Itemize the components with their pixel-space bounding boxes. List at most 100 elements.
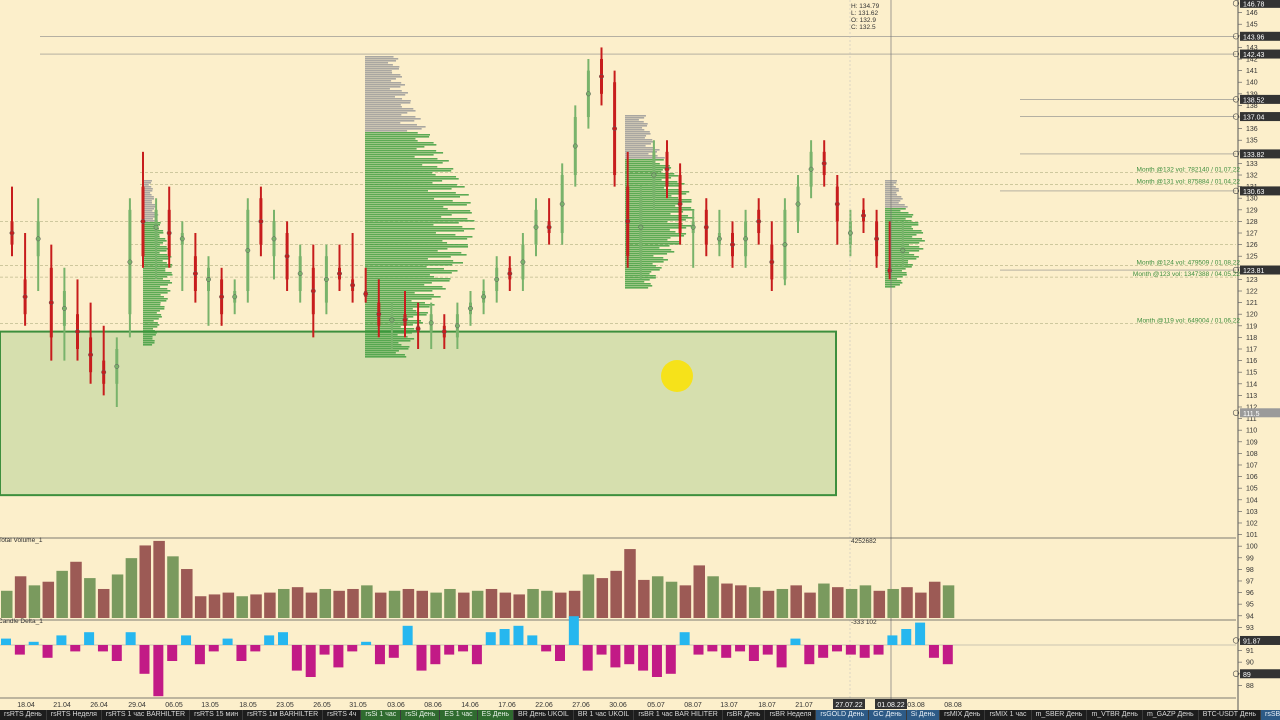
- symbol-tab[interactable]: rsSi 1 час: [361, 710, 402, 720]
- candle-marker: [22, 294, 28, 300]
- symbol-tab[interactable]: ES День: [477, 710, 515, 720]
- delta-bar: [928, 645, 939, 658]
- symbol-tab[interactable]: rsRTS 15 мин: [190, 710, 244, 720]
- candle: [730, 221, 735, 268]
- symbol-tab[interactable]: rsMIX 1 час: [985, 710, 1032, 720]
- volume-profile-row: [365, 198, 435, 200]
- price-tick-label: 117: [1246, 347, 1257, 354]
- symbol-tab[interactable]: rsBR 1 час BAR HILITER: [634, 710, 723, 720]
- volume-profile-row: [365, 246, 469, 248]
- candle: [297, 244, 303, 303]
- volume-profile-row: [365, 162, 443, 164]
- volume-profile-row: [365, 158, 438, 160]
- delta-bar: [679, 632, 690, 645]
- volume-profile-row: [625, 189, 679, 191]
- volume-profile-row: [365, 212, 472, 214]
- symbol-tab[interactable]: rsSi День: [401, 710, 441, 720]
- price-tick-label: 113: [1246, 393, 1257, 400]
- symbol-tab[interactable]: rsRTS 1м BARHILTER: [243, 710, 324, 720]
- symbol-tab[interactable]: rsMIX День: [940, 710, 986, 720]
- candle-marker: [101, 369, 107, 375]
- candle-marker: [808, 166, 814, 172]
- volume-profile-row: [143, 276, 168, 278]
- volume-profile-row: [625, 229, 670, 231]
- symbol-tab[interactable]: rsRTS День: [0, 710, 47, 720]
- volume-profile-row: [625, 143, 652, 145]
- candle-marker: [533, 224, 539, 230]
- price-tick-label: 128: [1246, 219, 1258, 226]
- delta-bar: [776, 645, 787, 668]
- date-label: 18.04: [17, 702, 35, 709]
- volume-profile: [143, 180, 173, 346]
- price-tag: [1240, 0, 1280, 8]
- volume-profile-row: [365, 64, 393, 66]
- symbol-tab[interactable]: m_GAZP День: [1143, 710, 1199, 720]
- symbol-tab[interactable]: rsBR Неделя: [765, 710, 817, 720]
- volume-profile-row: [365, 126, 426, 128]
- volume-profile-row: [885, 190, 899, 192]
- symbol-tab[interactable]: GC День: [869, 710, 907, 720]
- symbol-tab[interactable]: m_SBER День: [1032, 710, 1088, 720]
- date-label: 22.06: [535, 702, 553, 709]
- symbol-tab[interactable]: ES 1 час: [440, 710, 478, 720]
- volume-profile-row: [365, 314, 427, 316]
- volume-profile-row: [365, 56, 394, 58]
- volume-profile-row: [143, 282, 173, 284]
- volume-profile-row: [365, 226, 463, 228]
- candle: [782, 198, 788, 286]
- volume-profile-row: [885, 202, 899, 204]
- volume-profile-row: [365, 102, 411, 104]
- volume-profile-row: [625, 269, 660, 271]
- price-tick-label: 109: [1246, 439, 1258, 446]
- volume-profile-row: [365, 350, 399, 352]
- price-tick-label: 88: [1246, 683, 1254, 690]
- volume-profile-row: [625, 199, 692, 201]
- candle-marker: [638, 224, 644, 230]
- delta-bar: [388, 645, 399, 658]
- delta-bar: [278, 632, 288, 645]
- volume-profile-row: [365, 324, 413, 326]
- symbol-tab[interactable]: BR 1 час UKOIL: [574, 710, 635, 720]
- date-label: 14.06: [461, 702, 479, 709]
- price-tick-label: 126: [1246, 242, 1258, 249]
- symbol-tab[interactable]: rsRTS 4ч: [323, 710, 362, 720]
- volume-profile-row: [143, 194, 152, 196]
- symbol-tab[interactable]: rsRTS 1 час BARHILTER: [102, 710, 191, 720]
- date-label: 03.06: [387, 702, 405, 709]
- candle-marker: [363, 291, 369, 297]
- date-label: 30.06: [609, 702, 627, 709]
- symbol-tab[interactable]: rsRTS Неделя: [47, 710, 102, 720]
- volume-profile-row: [365, 260, 454, 262]
- volume-profile-row: [365, 290, 433, 292]
- symbol-tab[interactable]: BTC-USDT День: [1199, 710, 1262, 720]
- price-tick-label: 90: [1246, 660, 1254, 667]
- volume-profile-row: [365, 202, 471, 204]
- symbol-tab[interactable]: BR День UKOIL: [514, 710, 574, 720]
- candle: [140, 151, 146, 268]
- delta-bar: [319, 645, 330, 655]
- delta-bar: [139, 645, 150, 674]
- candle: [795, 175, 801, 234]
- volume-profile-row: [625, 129, 645, 131]
- volume-profile-row: [625, 201, 692, 203]
- volume-bar: [471, 590, 484, 618]
- symbol-tab[interactable]: rsSBRF День: [1261, 710, 1280, 720]
- symbol-tab[interactable]: Si День: [906, 710, 941, 720]
- volume-profile-row: [625, 121, 644, 123]
- volume-bar: [790, 585, 802, 618]
- volume-profile-row: [885, 188, 899, 190]
- support-zone: [0, 330, 837, 497]
- volume-profile-row: [143, 334, 156, 336]
- symbol-tab[interactable]: rsGOLD День: [816, 710, 870, 720]
- volume-profile-row: [885, 262, 908, 264]
- volume-profile-row: [143, 300, 167, 302]
- price-tick-label: 104: [1246, 497, 1258, 504]
- candle: [206, 256, 211, 326]
- symbol-tab[interactable]: rsBR День: [723, 710, 766, 720]
- volume-profile-row: [365, 174, 436, 176]
- candle-marker: [258, 218, 264, 224]
- volume-bar: [125, 558, 138, 618]
- symbol-tab[interactable]: m_VTBR День: [1087, 710, 1143, 720]
